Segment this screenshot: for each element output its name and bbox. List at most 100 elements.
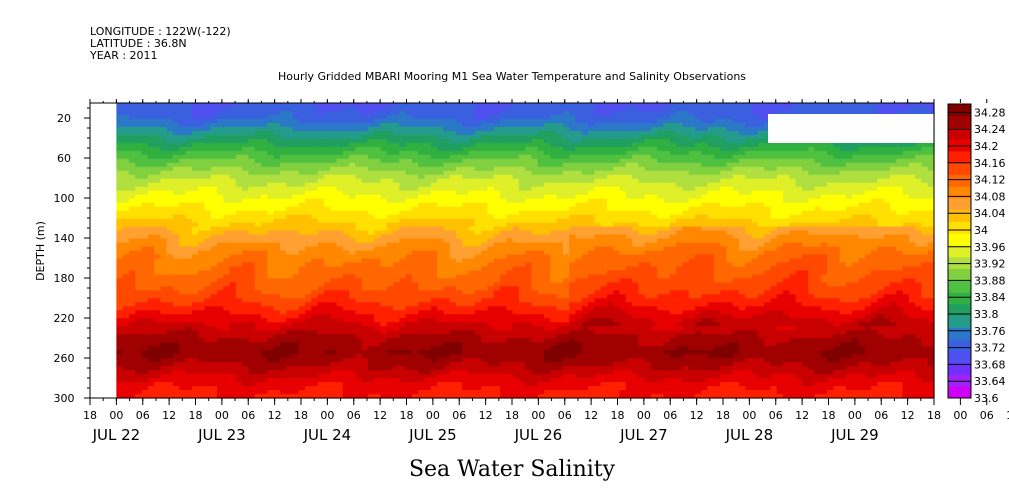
field-cell xyxy=(267,250,275,256)
field-cell xyxy=(474,202,482,208)
field-cell xyxy=(305,286,312,291)
field-cell xyxy=(323,358,331,363)
field-cell xyxy=(342,166,350,172)
field-cell xyxy=(518,346,526,351)
field-cell xyxy=(179,230,187,236)
field-cell xyxy=(248,242,256,248)
field-cell xyxy=(279,374,287,379)
field-cell xyxy=(261,246,268,252)
field-cell xyxy=(242,362,250,367)
salinity-field xyxy=(116,103,935,399)
field-cell xyxy=(160,262,168,268)
field-cell xyxy=(311,394,319,399)
field-cell xyxy=(342,306,350,311)
field-cell xyxy=(298,330,306,335)
field-cell xyxy=(493,138,501,144)
field-cell xyxy=(261,170,268,176)
field-cell xyxy=(116,346,124,351)
field-cell xyxy=(279,222,287,228)
field-cell xyxy=(248,186,256,192)
field-cell xyxy=(172,234,180,240)
field-cell xyxy=(443,394,451,399)
field-cell xyxy=(481,366,489,371)
field-cell xyxy=(336,190,344,196)
field-cell xyxy=(135,322,143,327)
field-cell xyxy=(141,354,149,359)
field-cell xyxy=(537,170,545,176)
field-cell xyxy=(474,366,482,371)
field-cell xyxy=(242,258,250,264)
field-cell xyxy=(135,150,143,156)
field-cell xyxy=(154,103,161,108)
field-cell xyxy=(305,134,312,140)
field-cell xyxy=(286,154,294,160)
field-cell xyxy=(273,386,281,391)
field-cell xyxy=(229,214,237,220)
field-cell xyxy=(468,178,476,184)
field-cell xyxy=(273,238,281,244)
field-cell xyxy=(217,386,224,391)
field-cell xyxy=(330,198,338,204)
field-cell xyxy=(273,166,281,172)
field-cell xyxy=(235,130,243,136)
field-cell xyxy=(443,370,451,375)
field-cell xyxy=(462,234,470,240)
field-cell xyxy=(481,298,489,303)
field-cell xyxy=(443,358,451,363)
field-cell xyxy=(286,330,294,335)
field-cell xyxy=(254,390,262,395)
field-cell xyxy=(531,186,539,192)
field-cell xyxy=(198,186,206,192)
field-cell xyxy=(204,314,212,319)
field-cell xyxy=(292,330,300,335)
field-cell xyxy=(279,366,287,371)
field-cell xyxy=(367,298,375,303)
field-cell xyxy=(462,210,470,216)
field-cell xyxy=(449,366,457,371)
field-cell xyxy=(160,254,168,260)
field-cell xyxy=(380,374,388,379)
field-cell xyxy=(330,338,338,343)
field-cell xyxy=(393,386,400,391)
field-cell xyxy=(481,106,489,112)
field-cell xyxy=(449,226,457,232)
field-cell xyxy=(330,386,338,391)
field-cell xyxy=(267,178,275,184)
field-cell xyxy=(217,342,224,347)
field-cell xyxy=(349,182,356,188)
field-cell xyxy=(349,394,356,399)
field-cell xyxy=(418,266,426,272)
field-cell xyxy=(493,334,501,339)
field-cell xyxy=(292,338,300,343)
field-cell xyxy=(305,226,312,232)
field-cell xyxy=(298,394,306,399)
field-cell xyxy=(305,146,312,152)
field-cell xyxy=(405,110,413,116)
field-cell xyxy=(267,198,275,204)
field-cell xyxy=(116,146,124,152)
field-cell xyxy=(474,134,482,140)
field-cell xyxy=(525,150,533,156)
field-cell xyxy=(317,214,325,220)
field-cell xyxy=(191,122,199,128)
field-cell xyxy=(374,154,382,160)
field-cell xyxy=(500,362,507,367)
field-cell xyxy=(204,214,212,220)
field-cell xyxy=(261,150,268,156)
field-cell xyxy=(267,202,275,208)
field-cell xyxy=(116,246,124,252)
field-cell xyxy=(361,134,369,140)
field-cell xyxy=(411,346,419,351)
field-cell xyxy=(172,162,180,168)
field-cell xyxy=(418,234,426,240)
field-cell xyxy=(116,314,124,319)
field-cell xyxy=(305,238,312,244)
field-cell xyxy=(166,174,174,180)
field-cell xyxy=(430,330,438,335)
field-cell xyxy=(537,103,545,108)
field-cell xyxy=(474,110,482,116)
field-cell xyxy=(128,346,136,351)
field-cell xyxy=(361,170,369,176)
field-cell xyxy=(210,202,218,208)
field-cell xyxy=(179,394,187,399)
